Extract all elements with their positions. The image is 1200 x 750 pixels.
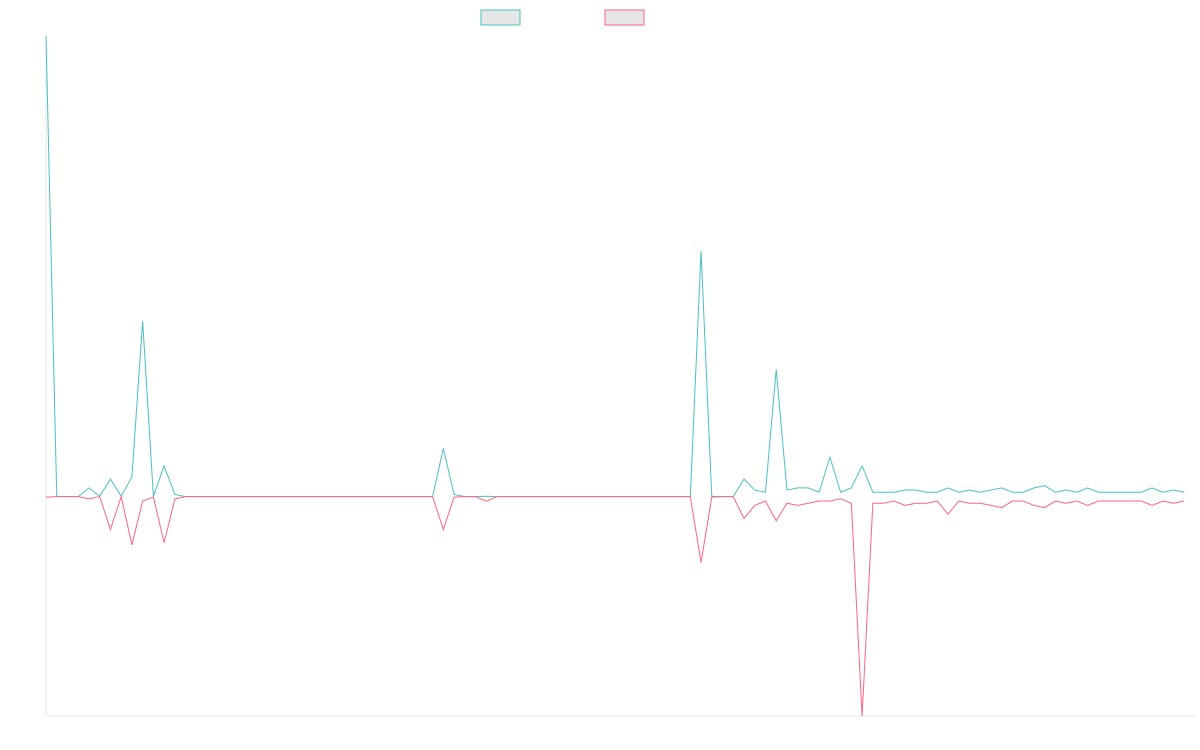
series-layer bbox=[45, 35, 1185, 717]
legend-swatch-2[interactable] bbox=[604, 9, 645, 26]
series-line-1 bbox=[45, 35, 1185, 498]
legend-swatch-1[interactable] bbox=[480, 9, 521, 26]
chart-legend[interactable] bbox=[480, 9, 645, 26]
series-line-2 bbox=[45, 494, 1185, 717]
